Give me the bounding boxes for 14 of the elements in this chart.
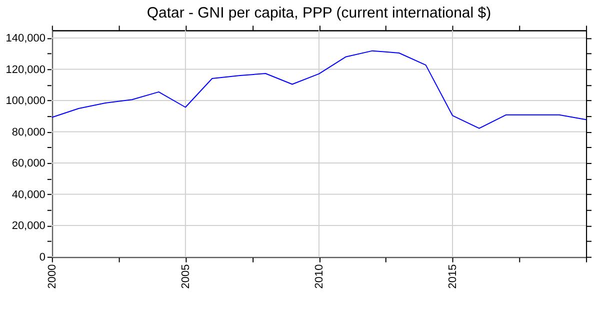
y-tick-label: 40,000 <box>12 188 46 201</box>
y-tick-label: 100,000 <box>6 95 46 108</box>
x-tick-label: 2015 <box>446 264 459 289</box>
chart-title: Qatar - GNI per capita, PPP (current international $) <box>146 4 492 22</box>
x-tick-label: 2010 <box>313 264 326 289</box>
y-tick-label: 20,000 <box>12 220 46 232</box>
line-series <box>51 50 587 129</box>
y-tick-label: 120,000 <box>6 64 46 76</box>
y-tick-label: 140,000 <box>6 32 46 45</box>
y-tick-label: 60,000 <box>12 158 46 170</box>
x-tick-label: 2000 <box>46 264 58 289</box>
y-tick-label: 80,000 <box>12 126 46 138</box>
y-tick-label: 0 <box>39 251 46 264</box>
x-tick-label: 2005 <box>180 264 192 289</box>
